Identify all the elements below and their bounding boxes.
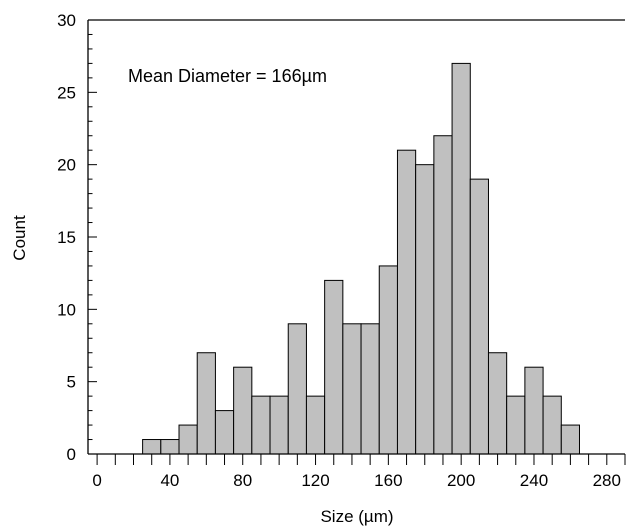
- x-tick-label: 120: [301, 471, 329, 490]
- histogram-bar: [396, 149, 417, 455]
- y-tick-label: 5: [67, 373, 76, 392]
- mean-diameter-annotation: Mean Diameter = 166µm: [128, 66, 327, 86]
- histogram-bar: [487, 352, 508, 455]
- histogram-bar: [233, 366, 253, 455]
- y-tick-label: 30: [57, 11, 76, 30]
- x-tick-label: 200: [447, 471, 475, 490]
- x-tick-label: 0: [92, 471, 101, 490]
- histogram-bar: [560, 424, 580, 455]
- y-tick-label: 0: [67, 445, 76, 464]
- histogram-bar: [378, 265, 398, 455]
- histogram-bar: [506, 395, 526, 455]
- histogram-bar: [196, 352, 216, 455]
- x-axis-title: Size (µm): [320, 507, 393, 526]
- histogram-bar: [142, 439, 162, 455]
- y-axis-title: Count: [10, 215, 29, 261]
- histogram-bar: [542, 395, 562, 455]
- histogram-bar: [415, 164, 435, 455]
- histogram-bar: [469, 178, 489, 455]
- histogram-bar: [451, 62, 471, 455]
- x-tick-label: 280: [593, 471, 621, 490]
- histogram-bar: [433, 135, 453, 455]
- histogram-bar: [342, 323, 362, 455]
- ticks-layer: 0 5 10 15 20 25 30 0 40 80 120 160 200 240 280: [57, 11, 626, 490]
- histogram-bar: [360, 323, 380, 455]
- histogram-bar: [305, 395, 326, 455]
- histogram-bar: [269, 395, 289, 455]
- histogram-bar: [324, 279, 344, 455]
- histogram-bar: [287, 323, 307, 455]
- histogram-bar: [178, 424, 198, 455]
- histogram-bar: [524, 366, 544, 455]
- x-tick-label: 240: [520, 471, 548, 490]
- x-tick-label: 80: [233, 471, 252, 490]
- y-tick-label: 10: [57, 300, 76, 319]
- x-tick-label: 40: [160, 471, 179, 490]
- histogram-bar: [214, 410, 235, 455]
- y-tick-label: 15: [57, 228, 76, 247]
- y-tick-label: 20: [57, 156, 76, 175]
- histogram-bar: [160, 439, 180, 455]
- histogram-bar: [251, 395, 271, 455]
- x-tick-label: 160: [374, 471, 402, 490]
- y-tick-label: 25: [57, 83, 76, 102]
- bars-layer: [142, 62, 580, 455]
